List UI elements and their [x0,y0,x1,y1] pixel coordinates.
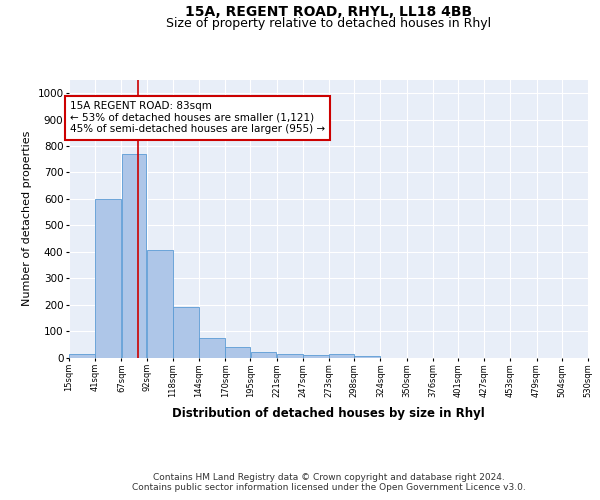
Text: 15A, REGENT ROAD, RHYL, LL18 4BB: 15A, REGENT ROAD, RHYL, LL18 4BB [185,5,472,19]
Text: Contains HM Land Registry data © Crown copyright and database right 2024.
Contai: Contains HM Land Registry data © Crown c… [132,472,526,492]
Bar [355,356,380,358]
Text: Distribution of detached houses by size in Rhyl: Distribution of detached houses by size … [172,408,485,420]
Bar [226,347,250,358]
Bar [199,338,225,357]
Y-axis label: Number of detached properties: Number of detached properties [22,131,32,306]
Bar [122,154,146,358]
Bar [251,352,277,358]
Bar [147,250,173,358]
Text: Size of property relative to detached houses in Rhyl: Size of property relative to detached ho… [166,17,491,30]
Bar [173,308,199,358]
Bar [95,199,121,358]
Text: 15A REGENT ROAD: 83sqm
← 53% of detached houses are smaller (1,121)
45% of semi-: 15A REGENT ROAD: 83sqm ← 53% of detached… [70,101,325,134]
Bar [277,354,302,358]
Bar [329,354,354,358]
Bar [69,354,95,358]
Bar [303,355,329,358]
